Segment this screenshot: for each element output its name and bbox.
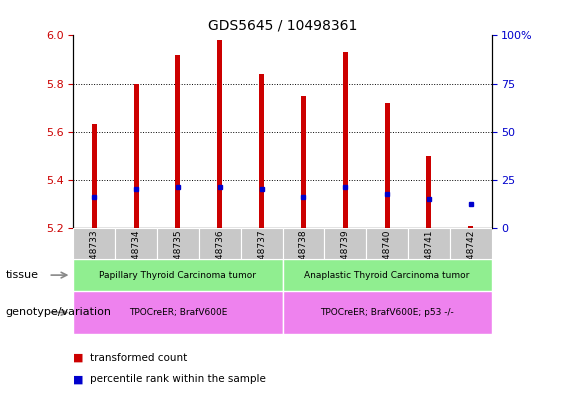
Title: GDS5645 / 10498361: GDS5645 / 10498361 [208,19,357,33]
Bar [259,74,264,228]
Text: GSM1348738: GSM1348738 [299,230,308,290]
Text: GSM1348742: GSM1348742 [466,230,475,290]
Bar [241,228,282,259]
Text: GSM1348737: GSM1348737 [257,230,266,290]
Text: GSM1348736: GSM1348736 [215,230,224,290]
Bar [324,228,366,259]
Text: GSM1348733: GSM1348733 [90,230,99,290]
Text: GSM1348740: GSM1348740 [383,230,392,290]
Text: GSM1348734: GSM1348734 [132,230,141,290]
Text: Papillary Thyroid Carcinoma tumor: Papillary Thyroid Carcinoma tumor [99,271,257,279]
Bar [73,291,282,334]
Text: TPOCreER; BrafV600E: TPOCreER; BrafV600E [129,308,227,317]
Bar [450,228,492,259]
Bar [366,228,408,259]
Bar [73,228,115,259]
Text: GSM1348735: GSM1348735 [173,230,182,290]
Bar [301,95,306,228]
Text: percentile rank within the sample: percentile rank within the sample [90,374,266,384]
Text: tissue: tissue [6,270,38,280]
Bar [218,40,222,228]
Bar [282,259,492,291]
Bar [134,84,138,228]
Bar [199,228,241,259]
Bar [343,52,347,228]
Text: Anaplastic Thyroid Carcinoma tumor: Anaplastic Thyroid Carcinoma tumor [305,271,470,279]
Bar [115,228,157,259]
Text: ■: ■ [73,374,84,384]
Text: transformed count: transformed count [90,353,188,363]
Bar [73,259,282,291]
Bar [427,156,431,228]
Bar [92,125,97,228]
Text: GSM1348739: GSM1348739 [341,230,350,290]
Text: ■: ■ [73,353,84,363]
Bar [282,228,324,259]
Bar [468,226,473,228]
Bar [408,228,450,259]
Bar [282,291,492,334]
Text: genotype/variation: genotype/variation [6,307,112,318]
Text: TPOCreER; BrafV600E; p53 -/-: TPOCreER; BrafV600E; p53 -/- [320,308,454,317]
Bar [385,103,389,228]
Text: GSM1348741: GSM1348741 [424,230,433,290]
Bar [176,55,180,228]
Bar [157,228,199,259]
